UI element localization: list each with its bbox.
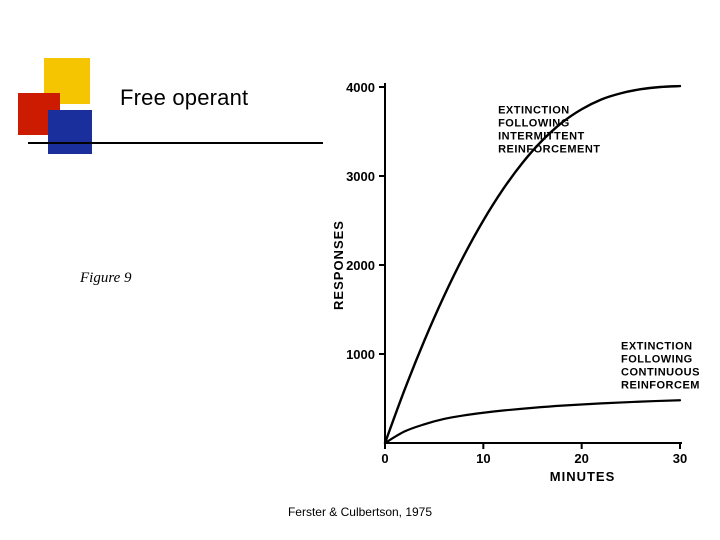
- slide-title: Free operant: [120, 85, 248, 111]
- svg-text:RESPONSES: RESPONSES: [331, 220, 346, 310]
- source-credit: Ferster & Culbertson, 1975: [0, 505, 720, 519]
- svg-text:4000: 4000: [346, 80, 375, 95]
- svg-text:0: 0: [381, 451, 388, 466]
- figure-number-label: Figure 9: [80, 270, 132, 287]
- svg-text:FOLLOWING: FOLLOWING: [621, 354, 693, 366]
- svg-text:10: 10: [476, 451, 490, 466]
- title-underline: [28, 142, 323, 144]
- svg-text:FOLLOWING: FOLLOWING: [498, 118, 570, 130]
- svg-text:2000: 2000: [346, 258, 375, 273]
- svg-text:CONTINUOUS: CONTINUOUS: [621, 367, 700, 379]
- svg-text:30: 30: [673, 451, 687, 466]
- svg-text:REINFORCEMENT: REINFORCEMENT: [621, 380, 700, 392]
- svg-text:1000: 1000: [346, 347, 375, 362]
- responses-chart: 1000 2000 3000 4000 0 10 20 30 MINUTES RESPONSES E…: [330, 75, 700, 495]
- svg-text:REINFORCEMENT: REINFORCEMENT: [498, 144, 600, 156]
- svg-text:3000: 3000: [346, 169, 375, 184]
- svg-text:20: 20: [574, 451, 588, 466]
- svg-text:MINUTES: MINUTES: [550, 469, 616, 484]
- logo-square-blue: [48, 110, 92, 154]
- svg-text:EXTINCTION: EXTINCTION: [621, 341, 693, 353]
- svg-text:EXTINCTION: EXTINCTION: [498, 105, 570, 117]
- chart-svg: 1000 2000 3000 4000 0 10 20 30 MINUTES RESPONSES E…: [330, 75, 700, 495]
- slide-logo: [18, 58, 108, 153]
- svg-text:INTERMITTENT: INTERMITTENT: [498, 131, 585, 143]
